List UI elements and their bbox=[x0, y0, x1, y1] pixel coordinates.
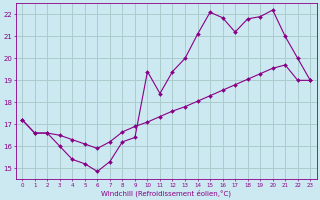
X-axis label: Windchill (Refroidissement éolien,°C): Windchill (Refroidissement éolien,°C) bbox=[101, 189, 231, 197]
